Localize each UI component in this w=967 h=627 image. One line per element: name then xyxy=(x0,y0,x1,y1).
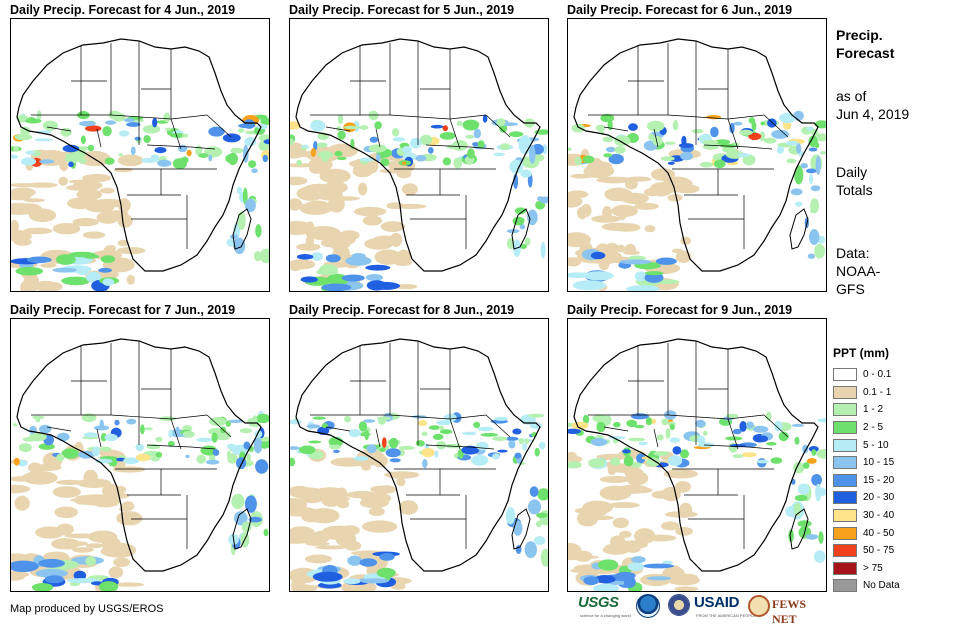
map-panel-jun-4: Daily Precip. Forecast for 4 Jun., 2019 xyxy=(10,3,270,295)
legend-item: 30 - 40 xyxy=(833,507,953,525)
precip-map xyxy=(10,18,270,292)
precip-map xyxy=(567,18,827,292)
source-line: GFS xyxy=(836,281,865,297)
legend-item: 0 - 0.1 xyxy=(833,366,953,384)
legend-item: 15 - 20 xyxy=(833,472,953,490)
noaa-logo xyxy=(636,594,660,618)
legend-swatch xyxy=(833,544,857,558)
map-panel-jun-7: Daily Precip. Forecast for 7 Jun., 2019 xyxy=(10,303,270,595)
legend-item: 20 - 30 xyxy=(833,489,953,507)
legend-label: 50 - 75 xyxy=(863,545,895,557)
totals-line: Daily xyxy=(836,164,868,180)
legend-item: 40 - 50 xyxy=(833,524,953,542)
panel-title: Daily Precip. Forecast for 7 Jun., 2019 xyxy=(10,303,236,317)
legend-label: 5 - 10 xyxy=(863,439,889,451)
as-of-date: Jun 4, 2019 xyxy=(836,106,910,122)
africa-precip-map xyxy=(568,338,826,591)
legend-swatch xyxy=(833,456,857,470)
legend-swatch xyxy=(833,403,857,417)
africa-precip-map xyxy=(11,338,269,591)
fews-net-globe-icon xyxy=(748,595,770,617)
legend-swatch xyxy=(833,438,857,452)
usaid-tagline: FROM THE AMERICAN PEOPLE xyxy=(696,613,756,618)
legend-item: 10 - 15 xyxy=(833,454,953,472)
fews-net-logo-text: FEWS NET xyxy=(772,597,807,626)
sidebar-data-source: Data: NOAA- GFS xyxy=(836,244,880,298)
legend-swatch xyxy=(833,526,857,540)
africa-precip-map xyxy=(290,338,548,591)
legend-swatch xyxy=(833,491,857,505)
legend-label: No Data xyxy=(863,580,900,592)
usgs-tagline: science for a changing world xyxy=(580,613,631,618)
as-of-label: as of xyxy=(836,88,867,104)
legend-swatch xyxy=(833,421,857,435)
map-panel-jun-6: Daily Precip. Forecast for 6 Jun., 2019 xyxy=(567,3,827,295)
sidebar-title-line: Precip. xyxy=(836,27,883,43)
legend-label: 0 - 0.1 xyxy=(863,369,892,381)
sidebar-totals: Daily Totals xyxy=(836,163,873,199)
totals-line: Totals xyxy=(836,182,873,198)
panel-title: Daily Precip. Forecast for 5 Jun., 2019 xyxy=(289,3,515,17)
legend-item: 0.1 - 1 xyxy=(833,384,953,402)
legend-item: 2 - 5 xyxy=(833,419,953,437)
legend-label: 1 - 2 xyxy=(863,404,884,416)
map-panel-jun-5: Daily Precip. Forecast for 5 Jun., 2019 xyxy=(289,3,549,295)
africa-precip-map xyxy=(290,38,548,291)
precip-map xyxy=(289,18,549,292)
legend-item: 1 - 2 xyxy=(833,401,953,419)
map-panel-jun-9: Daily Precip. Forecast for 9 Jun., 2019 xyxy=(567,303,827,595)
legend-swatch xyxy=(833,579,857,593)
legend-swatch xyxy=(833,473,857,487)
africa-precip-map xyxy=(568,38,826,291)
africa-precip-map xyxy=(11,38,269,291)
usaid-seal-icon xyxy=(668,594,690,616)
panel-title: Daily Precip. Forecast for 9 Jun., 2019 xyxy=(567,303,793,317)
precip-map xyxy=(567,318,827,592)
precip-map xyxy=(289,318,549,592)
legend-item: > 75 xyxy=(833,560,953,578)
sidebar-title: Precip. Forecast xyxy=(836,26,894,62)
legend-label: > 75 xyxy=(863,562,883,574)
usaid-logo: USAID FROM THE AMERICAN PEOPLE xyxy=(694,594,756,620)
map-panel-jun-8: Daily Precip. Forecast for 8 Jun., 2019 xyxy=(289,303,549,595)
legend-item: 50 - 75 xyxy=(833,542,953,560)
legend-rows: 0 - 0.1 0.1 - 1 1 - 2 2 - 5 5 - 10 10 - 15 15 … xyxy=(833,366,953,595)
panel-title: Daily Precip. Forecast for 8 Jun., 2019 xyxy=(289,303,515,317)
usgs-logo: USGS science for a changing world xyxy=(578,594,631,620)
logo-strip: USGS science for a changing world USAID … xyxy=(578,594,828,626)
sidebar-title-line: Forecast xyxy=(836,45,895,61)
usaid-logo-text: USAID xyxy=(694,594,740,611)
precip-legend: PPT (mm) 0 - 0.1 0.1 - 1 1 - 2 2 - 5 5 - 10 1… xyxy=(833,345,953,595)
source-line: Data: xyxy=(836,245,870,261)
panel-title: Daily Precip. Forecast for 6 Jun., 2019 xyxy=(567,3,793,17)
precip-map xyxy=(10,318,270,592)
legend-item: 5 - 10 xyxy=(833,436,953,454)
legend-label: 40 - 50 xyxy=(863,527,895,539)
map-credit: Map produced by USGS/EROS xyxy=(10,603,164,615)
fews-net-logo: FEWS NET xyxy=(748,594,826,626)
source-line: NOAA- xyxy=(836,263,881,279)
legend-title: PPT (mm) xyxy=(833,346,890,360)
legend-swatch xyxy=(833,561,857,575)
legend-label: 30 - 40 xyxy=(863,510,895,522)
legend-item: No Data xyxy=(833,577,953,595)
legend-label: 0.1 - 1 xyxy=(863,386,892,398)
legend-label: 15 - 20 xyxy=(863,474,895,486)
legend-swatch xyxy=(833,368,857,382)
sidebar-as-of: as of Jun 4, 2019 xyxy=(836,87,909,123)
panel-title: Daily Precip. Forecast for 4 Jun., 2019 xyxy=(10,3,236,17)
usgs-logo-text: USGS xyxy=(578,594,619,611)
legend-label: 2 - 5 xyxy=(863,422,884,434)
legend-swatch xyxy=(833,385,857,399)
legend-label: 10 - 15 xyxy=(863,457,895,469)
legend-swatch xyxy=(833,509,857,523)
legend-label: 20 - 30 xyxy=(863,492,895,504)
